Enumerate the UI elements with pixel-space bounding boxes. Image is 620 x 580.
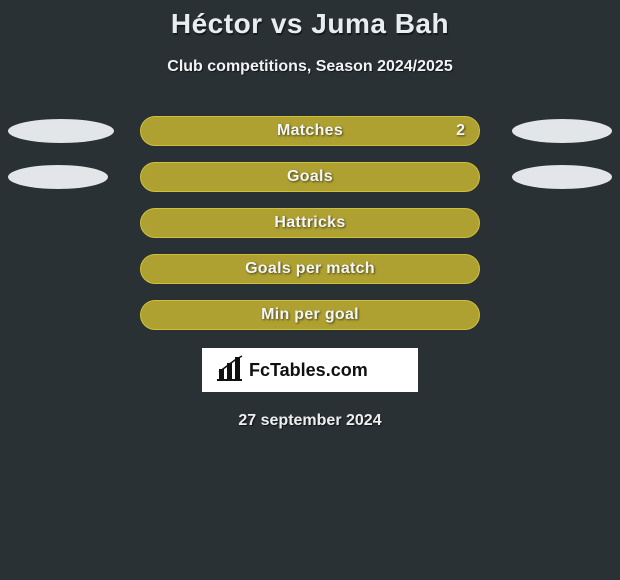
stat-row: Goals per match (0, 254, 620, 284)
stat-bar: Matches 2 (140, 116, 480, 146)
stat-bar: Goals per match (140, 254, 480, 284)
stat-label: Min per goal (261, 306, 359, 324)
stat-label: Matches (277, 122, 343, 140)
stat-bar: Hattricks (140, 208, 480, 238)
logo-fctables: FcTables.com (202, 348, 418, 392)
chart-icon (217, 356, 242, 381)
left-value-ellipse (8, 165, 108, 189)
stat-label: Goals per match (245, 260, 375, 278)
stat-row: Min per goal (0, 300, 620, 330)
page-title: Héctor vs Juma Bah (0, 8, 620, 40)
logo-text: FcTables.com (249, 360, 368, 380)
stat-value: 2 (456, 122, 465, 140)
right-value-ellipse (512, 119, 612, 143)
left-value-ellipse (8, 119, 114, 143)
stat-bar: Goals (140, 162, 480, 192)
stat-row: Matches 2 (0, 116, 620, 146)
page-subtitle: Club competitions, Season 2024/2025 (0, 58, 620, 76)
stat-label: Goals (287, 168, 333, 186)
right-value-ellipse (512, 165, 612, 189)
stat-row: Hattricks (0, 208, 620, 238)
stat-row: Goals (0, 162, 620, 192)
stat-label: Hattricks (274, 214, 345, 232)
stat-bar: Min per goal (140, 300, 480, 330)
footer-date: 27 september 2024 (0, 412, 620, 430)
comparison-rows: Matches 2 Goals Hattricks Goals per match Min… (0, 116, 620, 330)
